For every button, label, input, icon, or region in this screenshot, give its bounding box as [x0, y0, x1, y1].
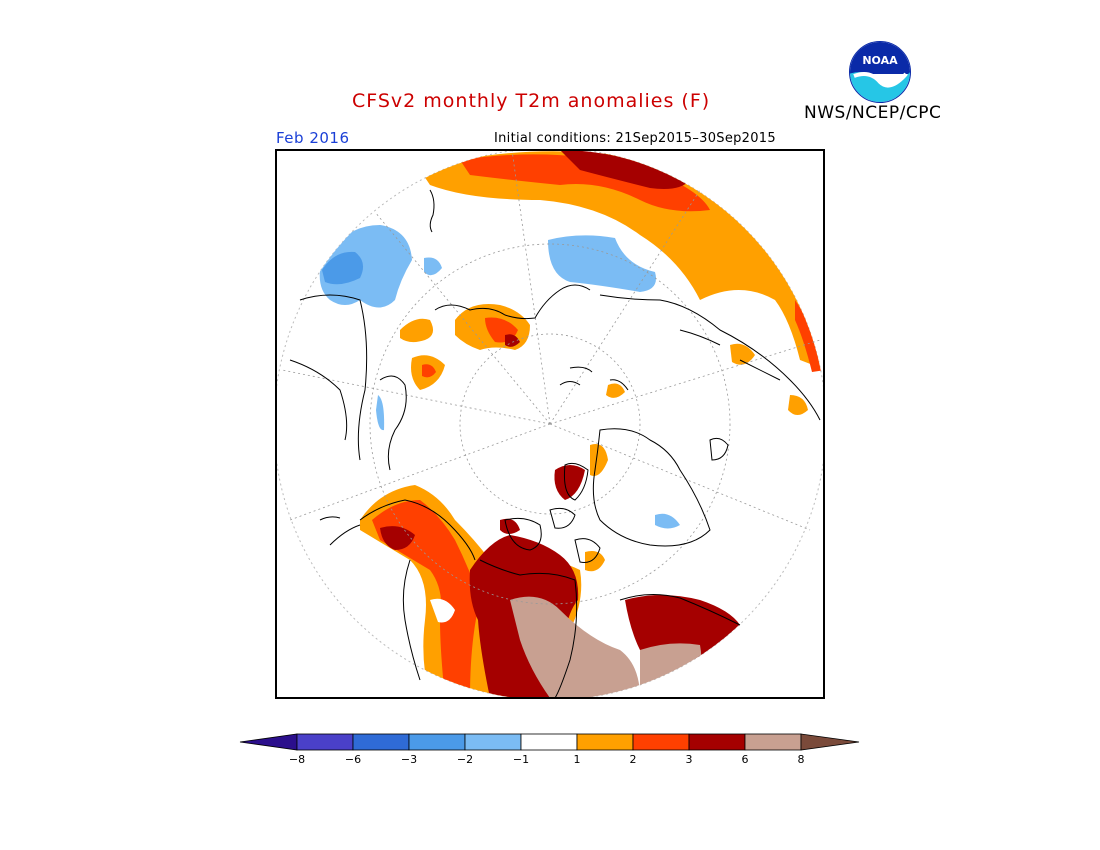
colorbar-arrow-left — [239, 733, 298, 751]
initial-conditions-label: Initial conditions: 21Sep2015–30Sep2015 — [494, 131, 776, 146]
coastlines — [289, 189, 821, 698]
colorbar-tick-label: 8 — [798, 753, 805, 766]
colorbar-tick-label: −2 — [457, 753, 473, 766]
colorbar-segment — [520, 733, 578, 751]
colorbar-segment — [688, 733, 746, 751]
colorbar-segment — [632, 733, 690, 751]
anomaly-fields — [319, 150, 824, 698]
colorbar-segment — [464, 733, 522, 751]
colorbar-tick-label: 1 — [574, 753, 581, 766]
colorbar-arrow-right — [800, 733, 860, 751]
colorbar-segment — [296, 733, 354, 751]
colorbar-segment — [576, 733, 634, 751]
forecast-month-label: Feb 2016 — [276, 129, 350, 147]
colorbar-segment — [352, 733, 410, 751]
colorbar-tick-label: 3 — [686, 753, 693, 766]
noaa-logo: NOAA — [849, 41, 911, 103]
map-frame — [275, 149, 825, 699]
colorbar: −8 −6 −3 −2 −1 1 2 3 6 8 — [239, 733, 860, 766]
colorbar-tick-label: 2 — [630, 753, 637, 766]
svg-text:NOAA: NOAA — [862, 54, 898, 67]
graticule — [281, 150, 821, 605]
colorbar-tick-label: −6 — [345, 753, 361, 766]
colorbar-segment — [408, 733, 466, 751]
colorbar-tick-label: 6 — [742, 753, 749, 766]
colorbar-tick-label: −3 — [401, 753, 417, 766]
chart-title: CFSv2 monthly T2m anomalies (F) — [352, 90, 711, 112]
colorbar-tick-label: −1 — [513, 753, 529, 766]
colorbar-segment — [744, 733, 802, 751]
colorbar-tick-label: −8 — [289, 753, 305, 766]
organization-label: NWS/NCEP/CPC — [804, 103, 942, 123]
